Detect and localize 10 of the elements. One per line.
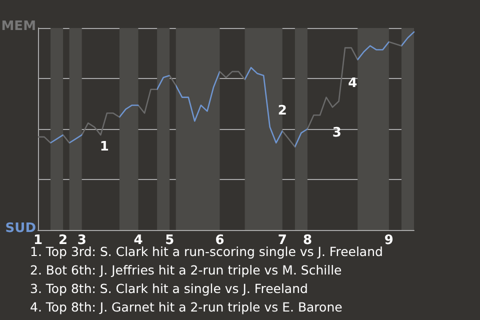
annotation: 2 bbox=[278, 104, 287, 119]
text: 4. Top 8th: J. Garnet hit a 2-run triple vs E. Barone bbox=[30, 300, 343, 314]
annotation: 3 bbox=[332, 125, 342, 140]
text: 2. Bot 6th: J. Jeffries hit a 2-run triple vs M. Schille bbox=[30, 262, 342, 278]
annotation: 4 bbox=[348, 76, 358, 91]
text: SUD bbox=[5, 221, 36, 236]
text: 3. Top 8th: S. Clark hit a single vs J. Freeland bbox=[30, 281, 308, 296]
x-tick-label: 9 bbox=[384, 233, 394, 248]
text: MEM bbox=[1, 19, 36, 34]
annotation: 1 bbox=[100, 139, 109, 154]
